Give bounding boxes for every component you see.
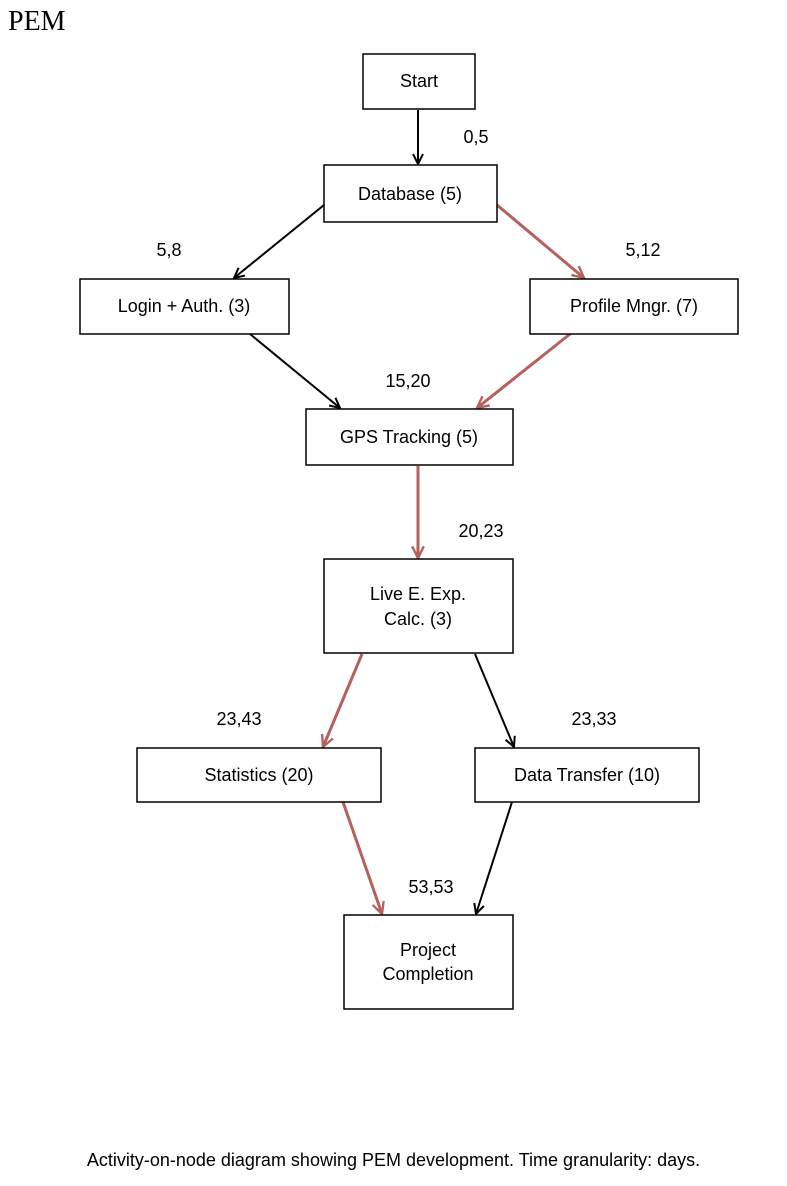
node-transfer-label: Data Transfer (10)	[514, 765, 660, 785]
node-live-label-line1: Live E. Exp.	[370, 584, 466, 604]
node-transfer: Data Transfer (10)	[474, 747, 700, 803]
node-profile: Profile Mngr. (7)	[529, 278, 739, 335]
edge-statistics-to-completion	[341, 801, 382, 914]
edge-live-to-statistics	[323, 653, 364, 747]
node-gps: GPS Tracking (5)	[305, 408, 514, 466]
node-live-label-line2: Calc. (3)	[384, 609, 452, 629]
node-completion: Project Completion	[343, 914, 514, 1010]
edge-live-to-transfer	[474, 653, 514, 747]
time-label-database: 0,5	[463, 127, 488, 147]
edge-transfer-to-completion	[476, 801, 513, 914]
time-label-live: 20,23	[458, 521, 503, 541]
node-database-label: Database (5)	[358, 184, 462, 204]
page-title: PEM	[8, 6, 66, 37]
node-statistics: Statistics (20)	[136, 747, 382, 803]
node-login: Login + Auth. (3)	[79, 278, 290, 335]
time-label-profile: 5,12	[625, 240, 660, 260]
time-label-gps: 15,20	[385, 371, 430, 391]
time-label-statistics: 23,43	[216, 709, 261, 729]
node-database: Database (5)	[323, 164, 498, 223]
node-live: Live E. Exp. Calc. (3)	[323, 558, 514, 654]
node-completion-label-line1: Project	[400, 940, 456, 960]
node-start-label: Start	[400, 71, 438, 91]
node-gps-label: GPS Tracking (5)	[340, 427, 478, 447]
node-statistics-label: Statistics (20)	[204, 765, 313, 785]
edge-database-to-login	[234, 204, 325, 278]
diagram-caption: Activity-on-node diagram showing PEM dev…	[86, 1150, 701, 1170]
time-label-transfer: 23,33	[571, 709, 616, 729]
node-login-label: Login + Auth. (3)	[118, 296, 251, 316]
edge-profile-to-gps	[477, 332, 571, 408]
time-labels: 0,5 5,8 5,12 15,20 20,23 23,43 23,33 53,…	[156, 127, 660, 897]
edge-login-to-gps	[249, 333, 340, 408]
node-profile-label: Profile Mngr. (7)	[570, 296, 698, 316]
edge-database-to-profile	[496, 203, 584, 278]
time-label-login: 5,8	[156, 240, 181, 260]
time-label-completion: 53,53	[408, 877, 453, 897]
node-start: Start	[362, 53, 476, 110]
edges-layer	[234, 110, 584, 914]
node-completion-label-line2: Completion	[382, 964, 473, 984]
